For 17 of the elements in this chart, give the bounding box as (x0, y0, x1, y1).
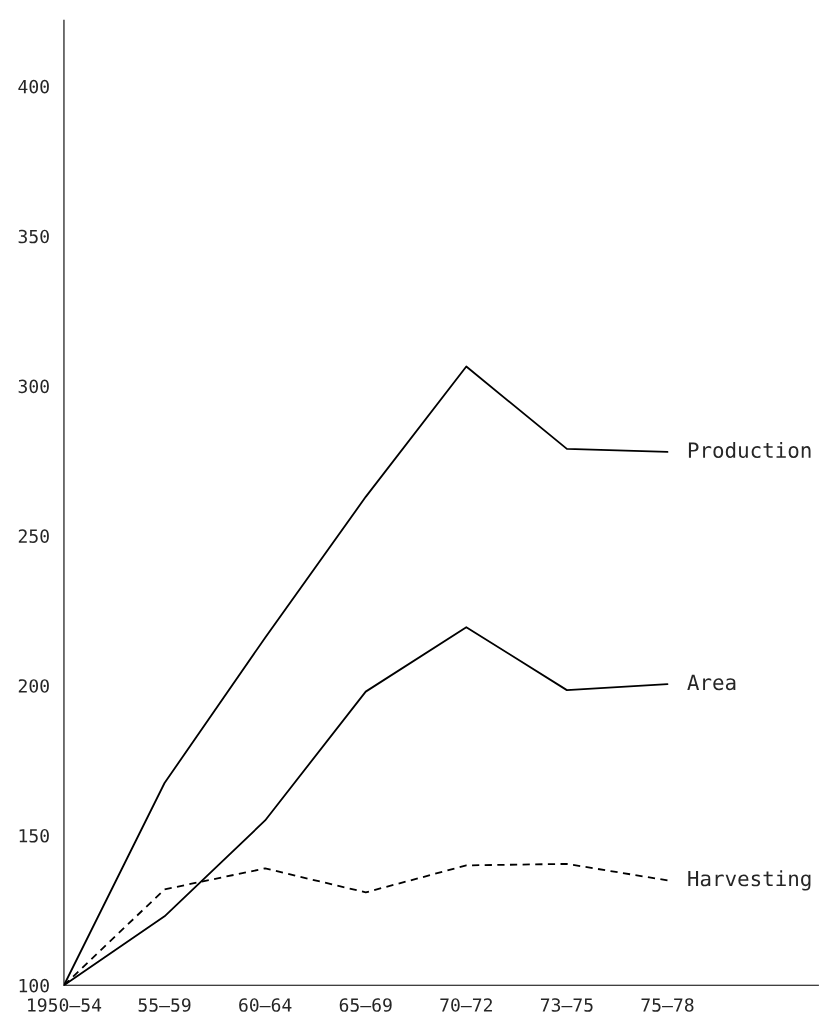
x-tick-label: 55–59 (138, 998, 191, 1012)
x-tick-label: 75–78 (641, 998, 694, 1012)
series-label: Production (688, 441, 811, 458)
x-tick-label: 65–69 (339, 998, 392, 1012)
x-tick-label: 60–64 (239, 998, 292, 1012)
series-label: Area (687, 674, 736, 691)
y-tick-label: 150 (19, 828, 49, 843)
x-tick-label: 70–72 (440, 998, 492, 1012)
series-label: Harvesting (688, 870, 811, 891)
x-tick-label: 1950–54 (28, 998, 102, 1012)
y-tick-label: 100 (19, 978, 49, 993)
y-tick-label: 200 (18, 679, 49, 693)
y-tick-label: 400 (18, 79, 49, 94)
x-tick-label: 73–75 (540, 998, 593, 1012)
y-tick-label: 350 (18, 229, 49, 244)
y-tick-label: 300 (18, 379, 49, 394)
y-tick-label: 250 (18, 529, 49, 543)
